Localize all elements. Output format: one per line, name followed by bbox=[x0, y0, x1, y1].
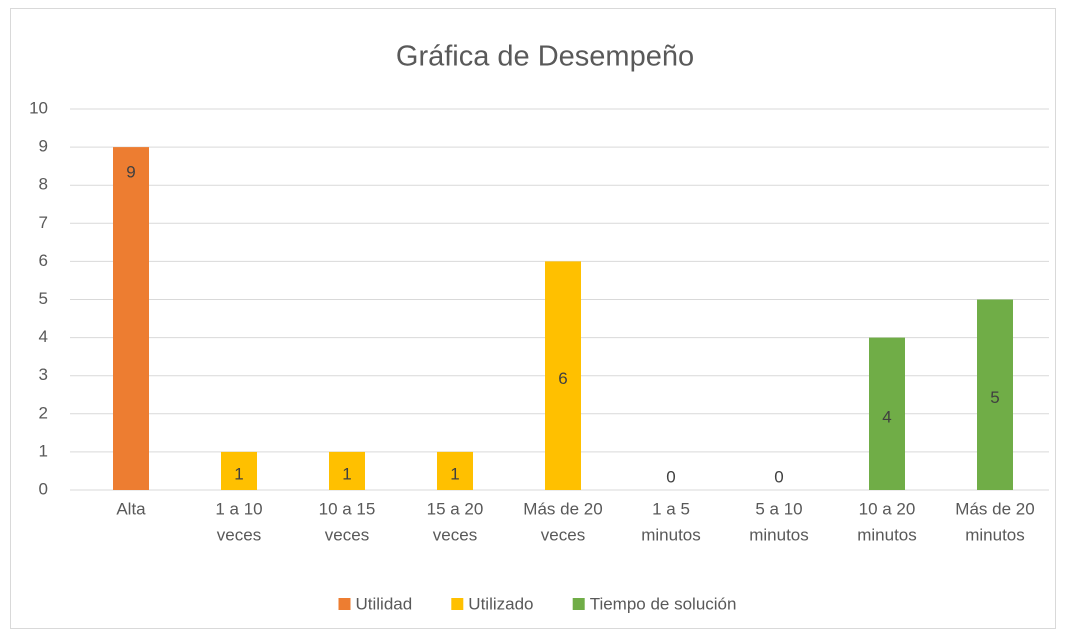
legend-label: Utilizado bbox=[468, 594, 533, 613]
x-tick-label: veces bbox=[433, 525, 477, 544]
legend-label: Tiempo de solución bbox=[590, 594, 737, 613]
y-tick-label: 4 bbox=[39, 327, 48, 346]
x-tick-label: 5 a 10 bbox=[755, 499, 802, 518]
x-tick-label: Más de 20 bbox=[523, 499, 602, 518]
bar bbox=[437, 451, 473, 490]
x-tick-label: Alta bbox=[116, 499, 146, 518]
x-tick-label: minutos bbox=[965, 525, 1025, 544]
x-tick-label: veces bbox=[325, 525, 369, 544]
y-tick-label: 10 bbox=[29, 98, 48, 117]
chart-title: Gráfica de Desempeño bbox=[396, 41, 694, 73]
data-label: 5 bbox=[990, 388, 999, 407]
y-tick-label: 5 bbox=[39, 289, 48, 308]
legend-swatch bbox=[338, 598, 351, 610]
chart-frame bbox=[10, 8, 1056, 629]
x-tick-label: veces bbox=[217, 525, 261, 544]
bar bbox=[977, 299, 1013, 490]
bar bbox=[869, 337, 905, 490]
data-label: 9 bbox=[126, 163, 135, 182]
y-tick-label: 8 bbox=[39, 175, 48, 194]
x-tick-label: veces bbox=[541, 525, 585, 544]
y-tick-label: 2 bbox=[39, 403, 48, 422]
x-tick-label: Más de 20 bbox=[955, 499, 1034, 518]
data-label: 1 bbox=[342, 464, 351, 483]
y-tick-label: 9 bbox=[39, 137, 48, 156]
data-label: 1 bbox=[234, 464, 243, 483]
data-label: 0 bbox=[774, 467, 783, 486]
bar bbox=[221, 451, 257, 490]
data-label: 1 bbox=[450, 464, 459, 483]
y-tick-label: 3 bbox=[39, 365, 48, 384]
y-tick-label: 6 bbox=[39, 251, 48, 270]
x-tick-label: 1 a 5 bbox=[652, 499, 690, 518]
x-tick-label: 10 a 20 bbox=[859, 499, 916, 518]
bar bbox=[329, 451, 365, 490]
data-label: 0 bbox=[666, 467, 675, 486]
bar bbox=[545, 261, 581, 490]
legend-label: Utilidad bbox=[356, 594, 413, 613]
x-tick-label: 10 a 15 bbox=[319, 499, 376, 518]
y-tick-label: 1 bbox=[39, 441, 48, 460]
legend-swatch bbox=[451, 598, 464, 610]
y-tick-label: 7 bbox=[39, 213, 48, 232]
x-tick-label: 15 a 20 bbox=[427, 499, 484, 518]
y-tick-label: 0 bbox=[39, 479, 48, 498]
x-tick-label: 1 a 10 bbox=[215, 499, 262, 518]
x-tick-label: minutos bbox=[641, 525, 701, 544]
data-label: 6 bbox=[558, 369, 567, 388]
x-tick-label: minutos bbox=[749, 525, 809, 544]
legend-swatch bbox=[572, 598, 585, 610]
bar bbox=[113, 147, 149, 490]
data-label: 4 bbox=[882, 407, 891, 426]
x-tick-label: minutos bbox=[857, 525, 917, 544]
